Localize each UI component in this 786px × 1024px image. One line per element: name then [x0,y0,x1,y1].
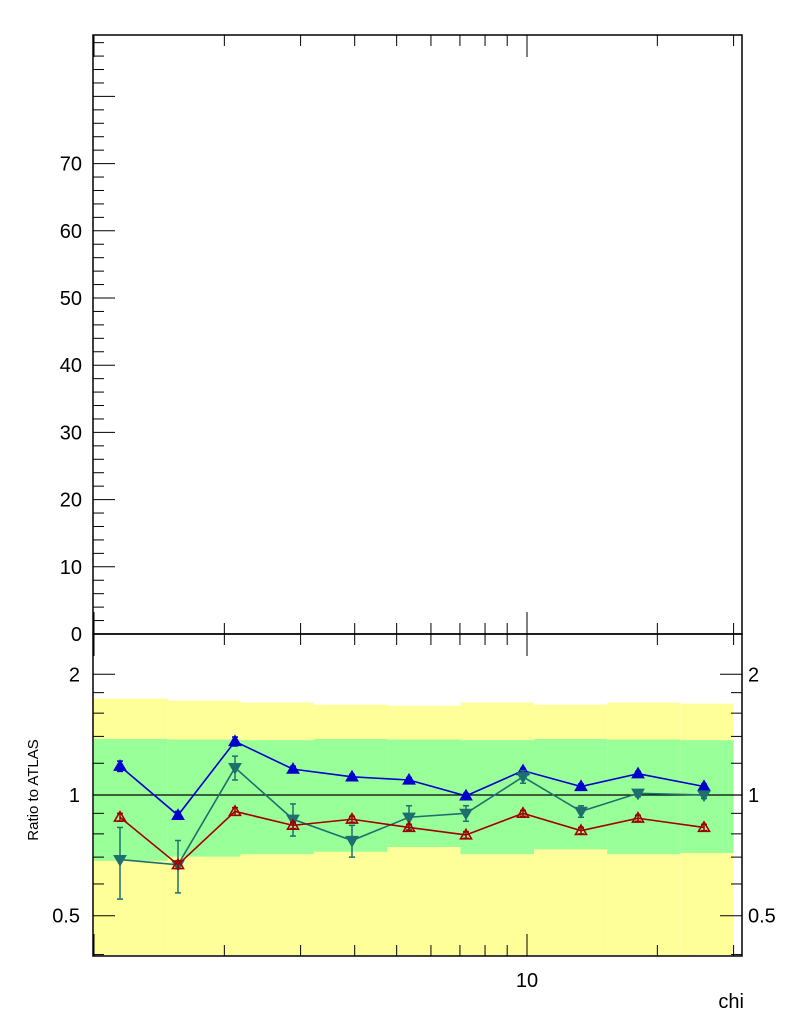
ratio-y-tick-label-left: 0.5 [52,906,80,928]
uncertainty-band-inner [240,740,314,855]
data-point [228,763,242,775]
uncertainty-band-inner [534,738,608,850]
x-axis-label: chi [718,991,744,1013]
x-tick-label: 10 [516,970,538,992]
ratio-y-tick-label-right: 0.5 [748,906,776,928]
data-point [171,808,185,820]
data-point [459,827,473,840]
series-2 [113,804,711,870]
data-point [345,769,359,782]
data-point [631,766,645,779]
data-point [402,772,416,785]
ratio-y-tick-label-left: 1 [69,785,80,807]
y-tick-label: 70 [60,154,82,176]
data-point [631,788,645,801]
y-tick-label: 40 [60,355,82,377]
data-point [574,823,588,836]
data-point [402,820,416,833]
main-frame [92,34,743,635]
data-point [345,812,359,824]
ratio-panel: 0.5 0.5 1 1 2 2 10 [52,633,776,992]
series-0 [113,734,711,821]
data-point [228,734,242,747]
y-tick-label: 0 [71,624,82,646]
data-point [345,835,359,848]
data-point [574,779,588,792]
data-point [697,790,711,803]
y-tick-label: 50 [60,288,82,310]
data-point [516,772,530,784]
ratio-y-tick-label-right: 2 [748,664,759,686]
uncertainty-band-inner [94,738,168,861]
y-tick-label: 60 [60,221,82,243]
data-point [402,812,416,825]
ratio-y-tick-label-right: 1 [748,785,759,807]
y-tick-label: 10 [60,557,82,579]
data-point [516,806,530,818]
ratio-y-tick-label-left: 2 [69,664,80,686]
data-point [697,820,711,833]
main-panel: 0 10 20 30 40 50 60 70 [60,34,743,646]
data-point [113,854,127,867]
data-point [574,806,588,819]
data-point [459,808,473,821]
data-point [228,804,242,817]
uncertainty-band-inner [607,739,681,855]
data-point [113,759,127,771]
ratio-y-axis-label: Ratio to ATLAS [25,739,42,840]
data-point [286,762,300,774]
data-point [113,810,127,822]
uncertainty-band-inner [460,740,535,855]
uncertainty-band-inner [387,739,461,847]
uncertainty-band-inner [167,739,241,857]
data-point [286,818,300,831]
y-tick-label: 30 [60,422,82,444]
y-tick-label: 20 [60,490,82,512]
data-point [171,857,185,870]
data-point [631,811,645,823]
data-point [459,788,473,801]
